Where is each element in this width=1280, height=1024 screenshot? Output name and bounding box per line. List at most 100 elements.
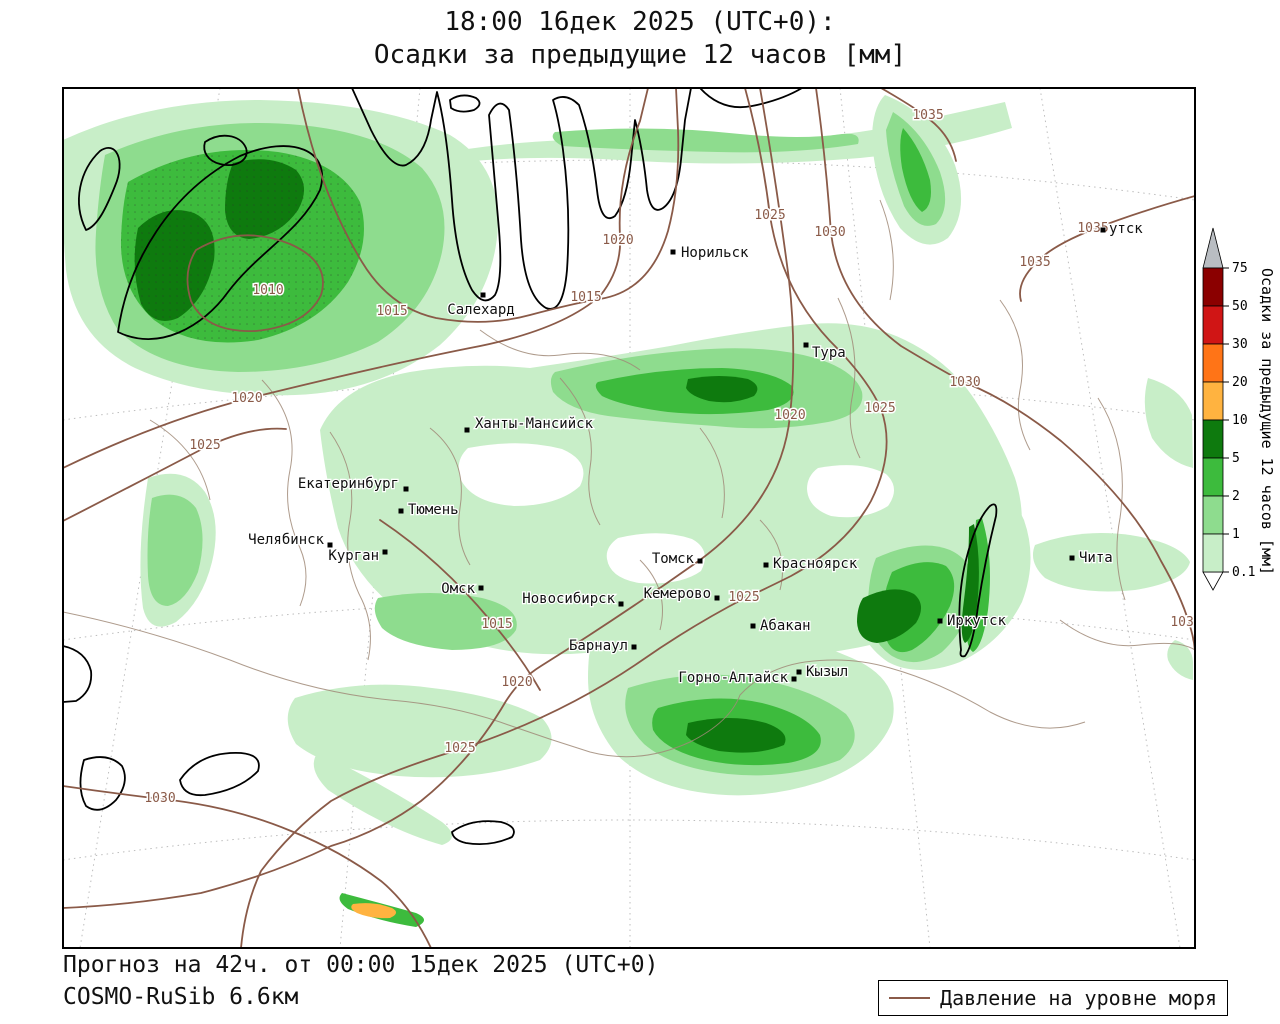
city-label: Салехард <box>447 302 514 318</box>
city-label: Тура <box>812 345 846 361</box>
graticule-line <box>839 88 931 948</box>
precip-region-darkest <box>857 589 922 643</box>
precip-region-light <box>1144 378 1193 468</box>
city-label: Омск <box>441 581 475 597</box>
precip-region-light <box>313 752 452 845</box>
precip-colorbar: 75 50 30 20 10 5 2 1 0.1 <box>1202 227 1255 591</box>
isobar-line <box>63 785 432 948</box>
isobar-line <box>63 88 795 909</box>
admin-border-line <box>759 519 783 591</box>
coastline <box>179 752 260 797</box>
colorbar-overflow-triangle <box>1202 227 1224 269</box>
city-dot <box>382 549 388 555</box>
admin-border-line <box>837 297 861 459</box>
precip-layer-5-10mm <box>120 150 979 753</box>
dry-gap <box>458 443 584 506</box>
isobar-line <box>880 88 957 162</box>
city-label: Красноярск <box>773 556 858 572</box>
isobar-line <box>63 88 649 469</box>
graticule-line <box>1039 88 1181 948</box>
admin-border-line <box>999 299 1031 451</box>
isobar-lines <box>63 88 1195 948</box>
colorbar-tick-label: 2 <box>1232 489 1240 504</box>
city-dot <box>327 542 333 548</box>
city-dot <box>1069 555 1075 561</box>
graticule-line <box>63 599 1195 641</box>
coastline <box>699 88 803 109</box>
colorbar-segment <box>1202 533 1224 573</box>
city-label: Курган <box>328 548 379 564</box>
admin-border-line <box>1097 397 1126 601</box>
colorbar-axis-label: Осадки за предыдущие 12 часов [мм] <box>1258 268 1276 575</box>
admin-border-line <box>479 329 641 371</box>
colorbar-segment <box>1202 495 1224 535</box>
pressure-legend-box: Давление на уровне моря <box>878 980 1228 1016</box>
precip-region-dark <box>900 128 931 212</box>
colorbar-tick-label: 20 <box>1232 375 1248 390</box>
city-dot <box>697 558 703 564</box>
city-markers: Норильск Салехард Тура Ханты-Мансийск Екатер… <box>247 220 1145 688</box>
precip-region-medium <box>147 494 203 606</box>
isobar-value-label: 1025 <box>864 401 895 416</box>
coastline <box>63 645 93 703</box>
city-label: Челябинск <box>248 532 324 548</box>
city-label: Томск <box>652 551 695 567</box>
city-dot <box>478 585 484 591</box>
colorbar-tick-label: 1 <box>1232 527 1240 542</box>
precip-region-medium <box>552 128 859 153</box>
isobar-value-label: 1025 <box>189 438 220 453</box>
colorbar-tick-label: 75 <box>1232 261 1248 276</box>
admin-border-line <box>429 427 471 566</box>
isobar-value-label: 1020 <box>774 408 805 423</box>
isobar-line <box>1019 195 1195 302</box>
city-label: Чита <box>1079 550 1113 566</box>
city-dot <box>803 342 809 348</box>
graticule-line <box>63 819 1195 861</box>
coastline <box>203 134 248 166</box>
isobar-value-label: 1030 <box>949 375 980 390</box>
admin-border-line <box>329 431 371 661</box>
graticule-line <box>63 379 1195 421</box>
city-dot <box>763 562 769 568</box>
city-dot <box>791 676 797 682</box>
coastline <box>79 756 126 811</box>
isobar-line-sample <box>889 997 931 999</box>
isobar-line <box>186 234 324 332</box>
precip-region-darkest <box>120 150 364 343</box>
colorbar-segment <box>1202 381 1224 421</box>
pressure-legend-label: Давление на уровне моря <box>940 986 1217 1010</box>
map-frame <box>62 87 1196 949</box>
city-dot <box>403 486 409 492</box>
isobar-value-label: 1030 <box>144 791 175 806</box>
admin-border-line <box>699 427 725 519</box>
city-label: Тюмень <box>408 502 459 518</box>
isobar-value-label: 1020 <box>602 233 633 248</box>
colorbar-tick-label: 0.1 <box>1232 565 1255 580</box>
isobar-line <box>63 427 287 522</box>
city-dot <box>714 595 720 601</box>
title-line-variable: Осадки за предыдущие 12 часов [мм] <box>373 40 907 70</box>
admin-border-line <box>63 611 1086 758</box>
model-name-text: COSMO-RuSib 6.6км <box>63 984 299 1010</box>
isobar-value-label: 1025 <box>444 741 475 756</box>
city-label: Горно-Алтайск <box>678 670 788 686</box>
admin-border-line <box>639 559 663 631</box>
city-label: Норильск <box>681 245 749 261</box>
colorbar-segment <box>1202 419 1224 459</box>
city-label: Абакан <box>760 618 811 634</box>
dry-gap <box>807 465 895 518</box>
coastline <box>117 145 323 341</box>
isobar-value-label: 1015 <box>570 290 601 305</box>
admin-borders <box>63 199 1195 758</box>
isobar-line <box>379 519 541 691</box>
admin-border-line <box>1059 619 1195 651</box>
isobar-value-label: 1020 <box>501 675 532 690</box>
coastline <box>958 503 998 658</box>
isobar-value-label: 1035 <box>1019 255 1050 270</box>
city-label: Екатеринбург <box>298 476 399 492</box>
map-title: 18:00 16дек 2025 (UTC+0): Осадки за пред… <box>0 6 1280 72</box>
city-dot <box>750 623 756 629</box>
admin-border-line <box>559 377 601 526</box>
